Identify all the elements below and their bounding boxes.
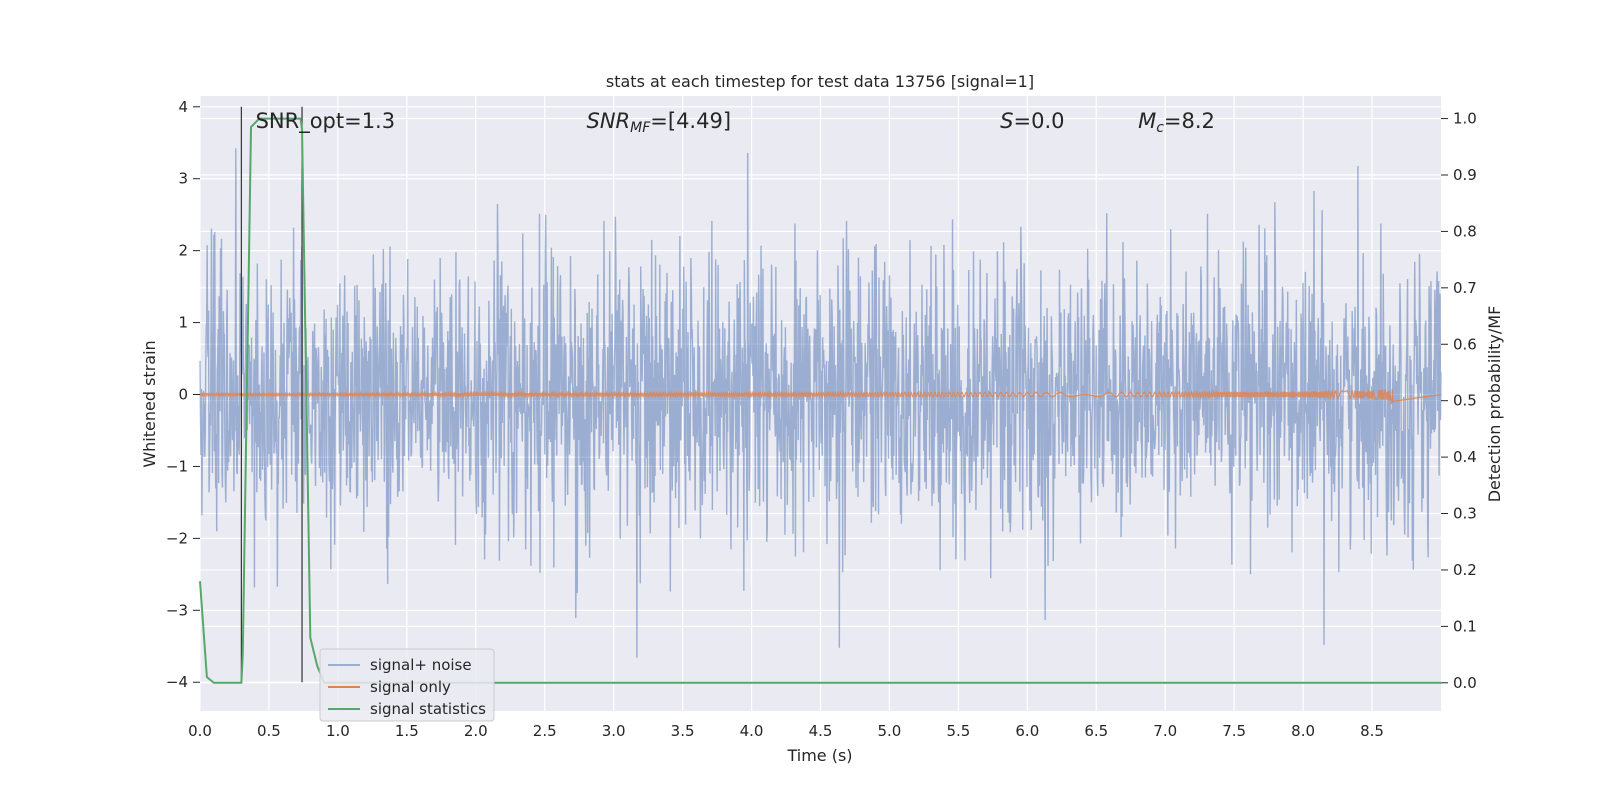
x-tick-label: 2.0 bbox=[464, 722, 488, 740]
signal-noise-line bbox=[199, 148, 1442, 658]
y-left-tick-label: 3 bbox=[178, 170, 188, 188]
y-right-tick-label: 0.4 bbox=[1453, 448, 1477, 466]
y-left-tick-label: 2 bbox=[178, 242, 188, 260]
x-tick-label: 6.5 bbox=[1084, 722, 1108, 740]
x-tick-label: 6.0 bbox=[1015, 722, 1039, 740]
x-tick-label: 7.5 bbox=[1222, 722, 1246, 740]
annotation: SNR_opt=1.3 bbox=[256, 109, 396, 134]
y-right-tick-label: 0.7 bbox=[1453, 279, 1477, 297]
x-tick-label: 4.5 bbox=[809, 722, 833, 740]
y-right-tick-label: 0.6 bbox=[1453, 335, 1477, 353]
vertical-markers bbox=[240, 106, 303, 683]
x-tick-label: 4.0 bbox=[740, 722, 764, 740]
x-tick-label: 3.5 bbox=[671, 722, 695, 740]
y-left-tick-label: 0 bbox=[178, 386, 188, 404]
y-left-tick-label: 4 bbox=[178, 98, 188, 116]
x-tick-label: 0.5 bbox=[257, 722, 281, 740]
x-axis-label: Time (s) bbox=[786, 746, 852, 765]
y-right-axis-label: Detection probability/MF bbox=[1485, 306, 1504, 503]
legend-label: signal+ noise bbox=[370, 656, 472, 674]
signal-statistics-series bbox=[199, 117, 1441, 684]
y-left-tick-label: −1 bbox=[166, 457, 188, 475]
chart-title: stats at each timestep for test data 137… bbox=[606, 72, 1034, 91]
signal-statistics-line bbox=[199, 117, 1441, 684]
signal-only-series bbox=[199, 388, 1442, 405]
y-right-tick-label: 0.1 bbox=[1453, 617, 1477, 635]
annotation: SNRMF=[4.49] bbox=[587, 109, 732, 136]
x-tick-label: 1.0 bbox=[326, 722, 350, 740]
x-tick-label: 7.0 bbox=[1153, 722, 1177, 740]
x-tick-label: 5.5 bbox=[946, 722, 970, 740]
y-left-tick-label: −2 bbox=[166, 529, 188, 547]
legend-label: signal statistics bbox=[370, 700, 486, 718]
x-tick-label: 5.0 bbox=[878, 722, 902, 740]
x-tick-label: 1.5 bbox=[395, 722, 419, 740]
signal-noise-series bbox=[199, 148, 1442, 658]
signal-only-line bbox=[199, 388, 1442, 405]
x-tick-label: 2.5 bbox=[533, 722, 557, 740]
y-right-tick-label: 0.9 bbox=[1453, 166, 1477, 184]
annotation: S=0.0 bbox=[1000, 109, 1064, 133]
y-left-axis-ticks: −4 −3 −2 −1 0 1 2 3 4 bbox=[166, 98, 200, 691]
y-right-tick-label: 1.0 bbox=[1453, 110, 1477, 128]
y-left-axis-label: Whitened strain bbox=[140, 340, 159, 467]
legend-label: signal only bbox=[370, 678, 451, 696]
y-left-tick-label: −4 bbox=[166, 673, 188, 691]
x-axis-ticks: 0.0 0.5 1.0 1.5 2.0 2.5 3.0 3.5 4.0 4.5 5.0 5.5 6.0 6… bbox=[188, 722, 1384, 740]
x-tick-label: 8.0 bbox=[1291, 722, 1315, 740]
x-tick-label: 8.5 bbox=[1360, 722, 1384, 740]
x-tick-label: 0.0 bbox=[188, 722, 212, 740]
y-right-axis-ticks: 0.0 0.1 0.2 0.3 0.4 0.5 0.6 0.7 0.8 0.9 1.0 bbox=[1441, 110, 1477, 692]
y-right-tick-label: 0.8 bbox=[1453, 222, 1477, 240]
annotation: Mc=8.2 bbox=[1138, 109, 1215, 136]
legend: signal+ noise signal only signal statistic… bbox=[319, 648, 495, 722]
y-right-tick-label: 0.0 bbox=[1453, 674, 1477, 692]
y-right-tick-label: 0.5 bbox=[1453, 392, 1477, 410]
legend-box bbox=[319, 648, 495, 722]
annotations: SNR_opt=1.3 SNRMF=[4.49] S=0.0 Mc=8.2 bbox=[256, 109, 1215, 136]
x-tick-label: 3.0 bbox=[602, 722, 626, 740]
y-left-tick-label: 1 bbox=[178, 314, 188, 332]
y-left-tick-label: −3 bbox=[166, 601, 188, 619]
y-right-tick-label: 0.2 bbox=[1453, 561, 1477, 579]
y-right-tick-label: 0.3 bbox=[1453, 505, 1477, 523]
